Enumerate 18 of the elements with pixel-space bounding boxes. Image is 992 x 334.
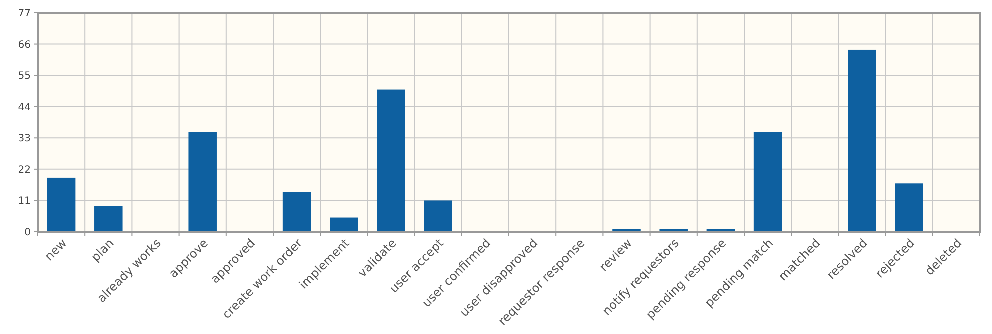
y-tick-label: 22 (18, 164, 31, 176)
bar (895, 184, 924, 232)
y-tick-label: 77 (18, 8, 31, 20)
y-tick-label: 44 (18, 102, 31, 114)
bar (848, 50, 876, 232)
bar (94, 206, 123, 232)
bar (424, 200, 452, 232)
y-tick-label: 55 (18, 71, 31, 82)
bar (47, 178, 76, 232)
bar (282, 192, 312, 232)
bar (754, 132, 782, 232)
y-tick-label: 66 (18, 40, 31, 51)
bar (330, 218, 358, 232)
bar (188, 132, 217, 232)
y-tick-label: 0 (24, 228, 31, 238)
bar (377, 90, 406, 232)
y-tick-label: 33 (18, 134, 31, 145)
y-tick-label: 11 (18, 196, 31, 208)
